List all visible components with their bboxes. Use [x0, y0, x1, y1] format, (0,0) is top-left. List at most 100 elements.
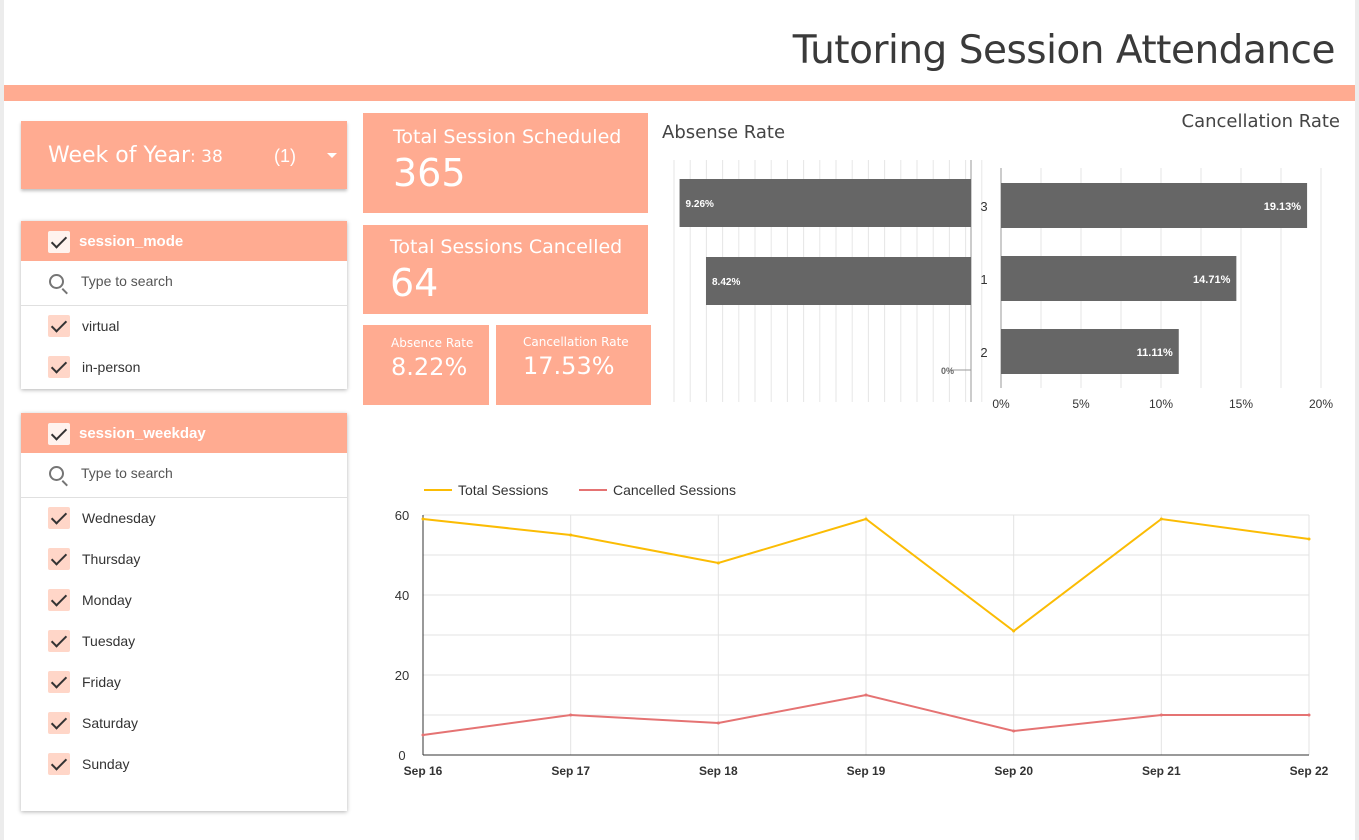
scorecard-label: Cancellation Rate: [523, 335, 629, 349]
week-filter-value: : 38: [190, 147, 223, 167]
data-label: 9.26%: [686, 199, 714, 210]
list-item-label: Thursday: [82, 551, 141, 567]
tick-label: 10%: [1149, 397, 1173, 411]
page-title: Tutoring Session Attendance: [792, 28, 1336, 73]
bar: [1001, 329, 1179, 374]
data-point: [1159, 713, 1163, 717]
list-item-virtual[interactable]: virtual: [21, 306, 347, 347]
scorecard-label: Total Session Scheduled: [393, 126, 622, 148]
checkbox-friday[interactable]: [48, 671, 70, 693]
x-tick-label: Sep 18: [699, 764, 738, 778]
week-of-year-filter[interactable]: Week of Year: 38 (1): [21, 121, 347, 189]
list-item-label: Wednesday: [82, 510, 156, 526]
data-point: [1012, 629, 1016, 633]
list-item-in-person[interactable]: in-person: [21, 347, 347, 388]
data-point: [716, 561, 720, 565]
list-item-thursday[interactable]: Thursday: [21, 539, 347, 580]
checkbox-virtual[interactable]: [48, 315, 70, 337]
x-tick-label: Sep 20: [994, 764, 1033, 778]
search-icon: [49, 274, 64, 289]
data-point: [1307, 537, 1311, 541]
tick-label: 5%: [1072, 397, 1090, 411]
list-item-label: Tuesday: [82, 633, 136, 649]
category-label: 2: [980, 345, 987, 360]
session-weekday-search: [21, 453, 347, 498]
list-item-monday[interactable]: Monday: [21, 580, 347, 621]
x-tick-label: Sep 19: [847, 764, 886, 778]
session-weekday-search-input[interactable]: [81, 465, 321, 481]
list-item-label: Sunday: [82, 756, 130, 772]
chevron-down-icon[interactable]: [327, 153, 337, 158]
session-mode-search: [21, 261, 347, 306]
session-mode-search-input[interactable]: [81, 273, 321, 289]
y-tick-label: 0: [398, 748, 405, 763]
bar: [679, 179, 971, 227]
scorecard-total-cancelled: Total Sessions Cancelled 64: [363, 225, 648, 314]
absence-chart-title: Absense Rate: [662, 122, 786, 143]
scorecard-total-scheduled: Total Session Scheduled 365: [363, 113, 648, 213]
data-label: 11.11%: [1137, 347, 1173, 359]
data-point: [569, 713, 573, 717]
session-mode-filter: session_mode virtual in-person: [21, 221, 347, 389]
data-point: [1159, 517, 1163, 521]
list-item-label: Saturday: [82, 715, 139, 731]
checkbox-sunday[interactable]: [48, 753, 70, 775]
checkbox-thursday[interactable]: [48, 548, 70, 570]
bar: [705, 257, 971, 305]
data-label: 8.42%: [712, 277, 740, 288]
list-item-label: Monday: [82, 592, 132, 608]
list-item-label: Friday: [82, 674, 121, 690]
session-weekday-filter-title: session_weekday: [79, 425, 206, 442]
session-weekday-filter-header[interactable]: session_weekday: [21, 413, 347, 453]
session-mode-filter-header[interactable]: session_mode: [21, 221, 347, 261]
select-all-checkbox[interactable]: [48, 423, 70, 445]
data-point: [421, 733, 425, 737]
checkbox-tuesday[interactable]: [48, 630, 70, 652]
week-filter-label-wrap: Week of Year: 38: [48, 143, 223, 168]
week-filter-count: (1): [274, 146, 296, 166]
list-item-wednesday[interactable]: Wednesday: [21, 498, 347, 539]
checkbox-monday[interactable]: [48, 589, 70, 611]
select-all-checkbox[interactable]: [48, 231, 70, 253]
tick-label: 15%: [1229, 397, 1253, 411]
scorecard-absence-rate: Absence Rate 8.22%: [363, 325, 489, 405]
bar: [1001, 256, 1237, 301]
absence-rate-chart: 9.26% 8.42% 0%: [673, 160, 983, 402]
tick-label: 20%: [1309, 397, 1333, 411]
x-tick-label: Sep 17: [551, 764, 590, 778]
data-point: [1307, 713, 1311, 717]
scorecard-value: 17.53%: [523, 352, 615, 380]
header-band: [4, 85, 1355, 101]
checkbox-in-person[interactable]: [48, 356, 70, 378]
tick-label: 0%: [992, 397, 1010, 411]
data-point: [864, 693, 868, 697]
scorecard-label: Total Sessions Cancelled: [390, 236, 623, 258]
search-icon: [49, 466, 64, 481]
dashboard-page: Tutoring Session Attendance Week of Year…: [4, 0, 1355, 840]
list-item-saturday[interactable]: Saturday: [21, 703, 347, 744]
legend-label: Cancelled Sessions: [613, 482, 736, 498]
session-mode-filter-title: session_mode: [79, 233, 184, 250]
category-label: 3: [980, 199, 987, 214]
cancellation-chart-title: Cancellation Rate: [1181, 111, 1340, 132]
list-item-label: in-person: [82, 359, 141, 375]
scorecard-value: 64: [390, 261, 439, 305]
cancellation-rate-chart: 0% 5% 10% 15% 20% 3 19.13% 1 14.71% 2 11.11%: [980, 168, 1333, 411]
list-item-tuesday[interactable]: Tuesday: [21, 621, 347, 662]
y-tick-label: 60: [395, 508, 409, 523]
x-tick-label: Sep 22: [1290, 764, 1329, 778]
scorecard-value: 365: [393, 151, 466, 195]
list-item-label: virtual: [82, 318, 120, 334]
scorecard-cancellation-rate: Cancellation Rate 17.53%: [496, 325, 651, 405]
checkbox-wednesday[interactable]: [48, 507, 70, 529]
category-label: 1: [980, 272, 987, 287]
x-tick-label: Sep 16: [404, 764, 443, 778]
data-point: [569, 533, 573, 537]
scorecard-label: Absence Rate: [391, 336, 474, 350]
scorecard-value: 8.22%: [391, 353, 468, 381]
session-weekday-filter: session_weekday Wednesday Thursday Monda…: [21, 413, 347, 811]
checkbox-saturday[interactable]: [48, 712, 70, 734]
list-item-sunday[interactable]: Sunday: [21, 744, 347, 785]
bar: [1001, 183, 1308, 228]
list-item-friday[interactable]: Friday: [21, 662, 347, 703]
